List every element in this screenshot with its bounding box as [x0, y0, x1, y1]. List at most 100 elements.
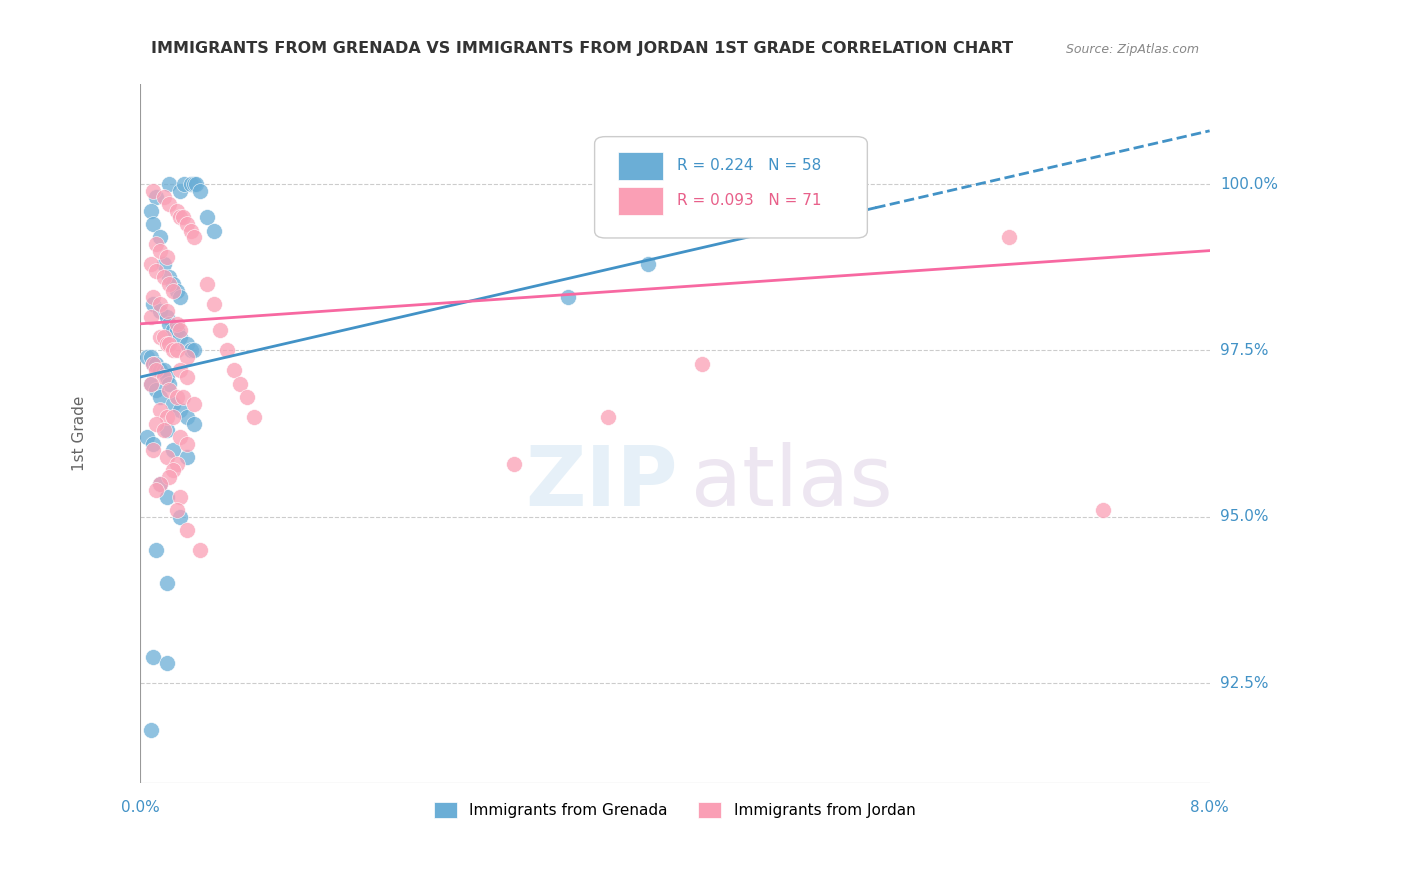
Point: [180, 224, 202, 238]
Legend: Immigrants from Grenada, Immigrants from Jordan: Immigrants from Grenada, Immigrants from…: [429, 796, 921, 824]
Point: [145, 357, 167, 371]
Point: [162, 397, 184, 411]
Point: [149, 330, 172, 344]
Point: [135, 350, 157, 364]
Point: [139, 376, 162, 391]
Point: [142, 184, 165, 198]
Point: [183, 417, 205, 431]
Point: [139, 203, 162, 218]
Point: [998, 230, 1021, 244]
Point: [169, 403, 191, 417]
Point: [156, 370, 179, 384]
Point: [153, 423, 176, 437]
Point: [166, 203, 188, 218]
Point: [145, 263, 167, 277]
Point: [159, 270, 181, 285]
Point: [162, 443, 184, 458]
Point: [145, 190, 167, 204]
Text: R = 0.093   N = 71: R = 0.093 N = 71: [676, 194, 821, 209]
Point: [162, 284, 184, 298]
Point: [166, 323, 188, 337]
Point: [142, 436, 165, 450]
Point: [156, 450, 179, 464]
Text: 8.0%: 8.0%: [1191, 800, 1229, 814]
Point: [166, 503, 188, 517]
Text: 1st Grade: 1st Grade: [72, 396, 87, 471]
Point: [172, 390, 194, 404]
Point: [503, 457, 526, 471]
Point: [142, 290, 165, 304]
Point: [169, 290, 191, 304]
Text: 97.5%: 97.5%: [1220, 343, 1268, 358]
Point: [159, 376, 181, 391]
Point: [183, 397, 205, 411]
Point: [145, 384, 167, 398]
Point: [222, 363, 245, 377]
Point: [202, 297, 225, 311]
Point: [149, 303, 172, 318]
Point: [176, 436, 198, 450]
Point: [159, 177, 181, 191]
Point: [162, 343, 184, 358]
Point: [202, 224, 225, 238]
Point: [156, 576, 179, 591]
Point: [135, 430, 157, 444]
Point: [166, 343, 188, 358]
Point: [156, 310, 179, 325]
Text: IMMIGRANTS FROM GRENADA VS IMMIGRANTS FROM JORDAN 1ST GRADE CORRELATION CHART: IMMIGRANTS FROM GRENADA VS IMMIGRANTS FR…: [150, 41, 1012, 56]
Point: [139, 257, 162, 271]
Point: [176, 370, 198, 384]
Point: [139, 376, 162, 391]
Bar: [619, 152, 664, 180]
Point: [149, 244, 172, 258]
Point: [142, 297, 165, 311]
Point: [169, 211, 191, 225]
Text: 0.0%: 0.0%: [121, 800, 159, 814]
Text: ZIP: ZIP: [524, 442, 678, 523]
Point: [142, 217, 165, 231]
Point: [183, 177, 205, 191]
Point: [149, 363, 172, 377]
Point: [153, 363, 176, 377]
Point: [142, 443, 165, 458]
Point: [180, 177, 202, 191]
Point: [176, 523, 198, 537]
Text: 95.0%: 95.0%: [1220, 509, 1268, 524]
Point: [153, 190, 176, 204]
Point: [169, 363, 191, 377]
Point: [236, 390, 259, 404]
Point: [145, 417, 167, 431]
Point: [209, 323, 232, 337]
Point: [162, 463, 184, 477]
Point: [162, 409, 184, 424]
Point: [176, 336, 198, 351]
Point: [215, 343, 238, 358]
Point: [557, 290, 579, 304]
Point: [637, 257, 659, 271]
Point: [149, 403, 172, 417]
Point: [149, 476, 172, 491]
Point: [690, 357, 713, 371]
Point: [153, 330, 176, 344]
Point: [176, 217, 198, 231]
Point: [149, 230, 172, 244]
Point: [176, 350, 198, 364]
Point: [169, 184, 191, 198]
Point: [169, 430, 191, 444]
Point: [159, 277, 181, 291]
Point: [159, 384, 181, 398]
Point: [195, 211, 218, 225]
Point: [145, 363, 167, 377]
Point: [169, 490, 191, 504]
Point: [156, 423, 179, 437]
Point: [156, 303, 179, 318]
Point: [173, 177, 195, 191]
Point: [183, 343, 205, 358]
Point: [172, 211, 194, 225]
Point: [159, 317, 181, 331]
Point: [596, 409, 619, 424]
Point: [156, 409, 179, 424]
Point: [162, 277, 184, 291]
Point: [169, 330, 191, 344]
Point: [145, 543, 167, 558]
